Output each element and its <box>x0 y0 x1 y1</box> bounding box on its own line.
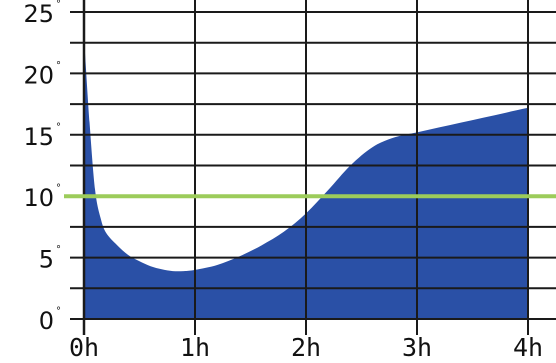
x-tick-label: 0h <box>69 333 99 362</box>
y-tick-degree-symbol: ° <box>56 60 61 71</box>
x-tick-label: 2h <box>291 333 321 362</box>
y-tick-label: 5 <box>39 246 54 274</box>
y-tick-degree-symbol: ° <box>56 183 61 194</box>
y-tick-labels: 0 °5 °10 °15 °20 °25 ° <box>23 0 61 335</box>
y-tick-label: 15 <box>23 123 54 151</box>
y-tick-label: 10 <box>23 184 54 212</box>
y-tick-degree-symbol: ° <box>56 245 61 256</box>
x-tick-label: 3h <box>402 333 432 362</box>
x-tick-label: 4h <box>513 333 543 362</box>
x-tick-labels: 0h 1h 2h 3h 4h <box>69 333 543 362</box>
y-tick-label: 0 <box>39 307 54 335</box>
y-tick-degree-symbol: ° <box>56 306 61 317</box>
y-tick-degree-symbol: ° <box>56 0 61 10</box>
y-tick-degree-symbol: ° <box>56 122 61 133</box>
y-tick-label: 25 <box>23 0 54 28</box>
x-tick-label: 1h <box>180 333 210 362</box>
y-tick-label: 20 <box>23 61 54 89</box>
